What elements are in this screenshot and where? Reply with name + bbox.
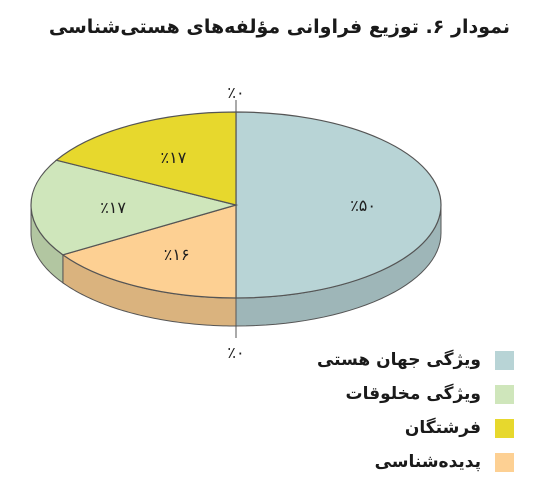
pie-slices [30, 100, 442, 299]
legend-item-world: ویژگی جهان هستی [317, 343, 514, 377]
pie-slice-0 [235, 111, 442, 299]
legend: ویژگی جهان هستی ویژگی مخلوقات فرشتگان پد… [317, 343, 514, 479]
legend-swatch-phenomenology [495, 452, 514, 472]
zero-label-top: ٪۰ [227, 83, 244, 102]
legend-item-phenomenology: پدیده‌شناسی [317, 445, 514, 479]
pie-slice-3 [55, 111, 237, 206]
pie-slice-1 [61, 204, 237, 299]
slice-value-label-1: ٪۱۶ [164, 245, 190, 264]
pie-slice-2 [30, 159, 239, 256]
legend-swatch-angels [495, 418, 514, 438]
legend-label-world: ویژگی جهان هستی [316, 350, 481, 370]
legend-label-angels: فرشتگان [404, 418, 481, 438]
legend-item-angels: فرشتگان [317, 411, 514, 445]
pie-labels: ٪۵۰ ٪۱۶ ٪۱۷ ٪۱۷ ٪۰ ٪۰ [100, 83, 376, 362]
legend-label-creatures: ویژگی مخلوقات [345, 384, 481, 404]
legend-item-creatures: ویژگی مخلوقات [317, 377, 514, 411]
legend-swatch-world [495, 350, 514, 370]
chart-title: نمودار ۶. توزیع فراوانی مؤلفه‌های هستی‌ش… [48, 16, 510, 38]
legend-swatch-creatures [495, 384, 514, 404]
legend-label-phenomenology: پدیده‌شناسی [374, 452, 481, 472]
slice-value-label-3: ٪۱۷ [161, 148, 187, 167]
zero-label-bottom: ٪۰ [227, 343, 244, 362]
slice-value-label-0: ٪۵۰ [350, 196, 376, 215]
slice-value-label-2: ٪۱۷ [100, 198, 126, 217]
